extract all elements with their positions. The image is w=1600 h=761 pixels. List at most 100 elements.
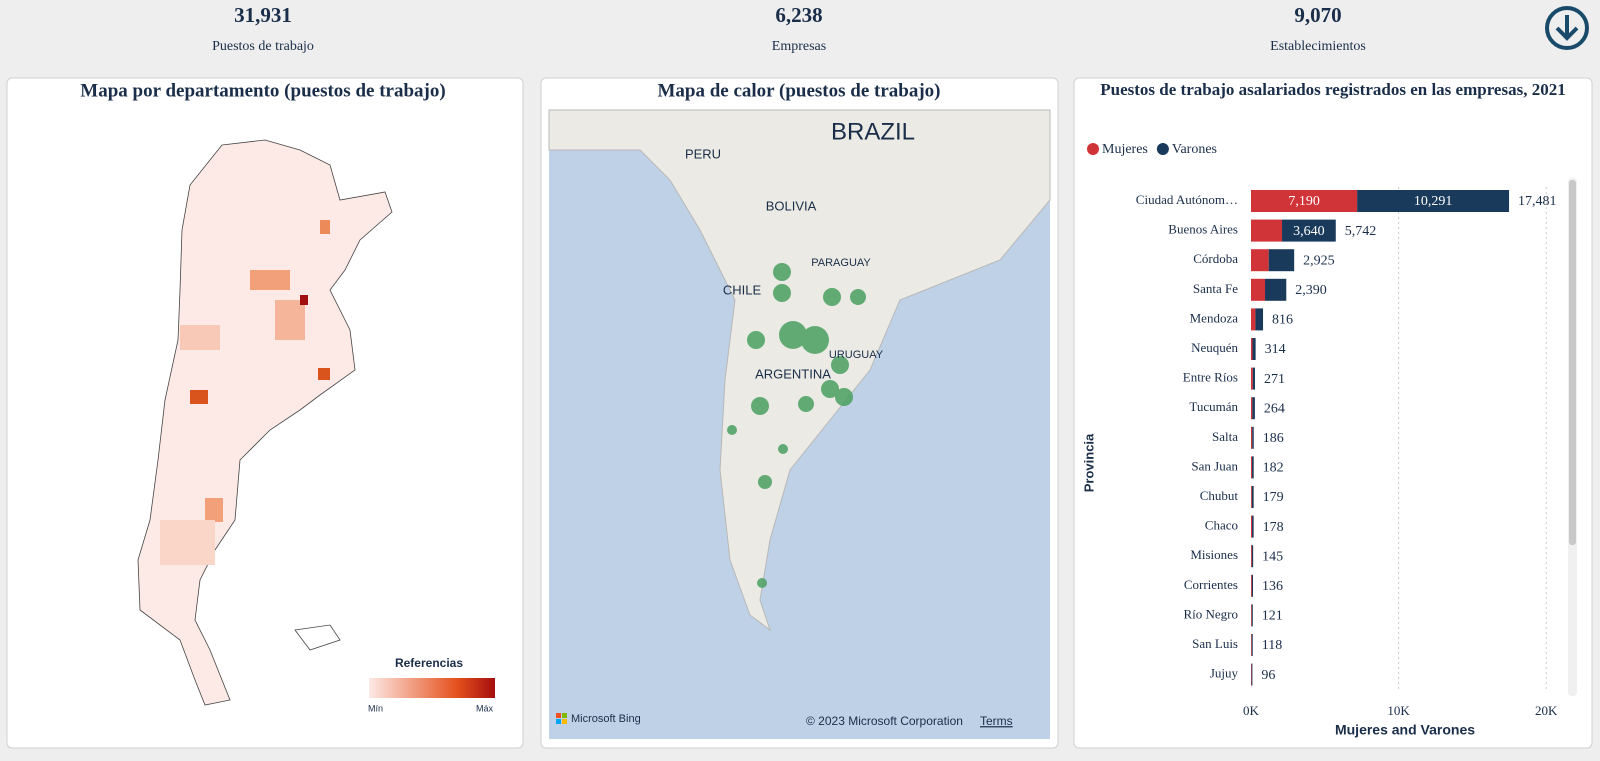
panel-title: Mapa de calor (puestos de trabajo)	[657, 80, 940, 101]
department-map	[137, 139, 393, 706]
bar-value-label: 3,640	[1293, 224, 1325, 239]
bar-segment	[1265, 278, 1287, 301]
y-tick-label: San Juan	[1191, 458, 1238, 473]
bar-segment	[1251, 574, 1252, 597]
bar-total-label: 314	[1265, 342, 1286, 357]
bar-segment	[1357, 190, 1510, 212]
bar-segment	[1282, 219, 1336, 242]
bar-total-label: 179	[1263, 490, 1284, 505]
heat-points	[727, 263, 866, 588]
y-tick-label: Tucumán	[1189, 399, 1238, 414]
bar-total-label: 182	[1263, 461, 1284, 476]
y-tick-label: Ciudad Autónom…	[1136, 192, 1238, 207]
bar-total-label: 145	[1262, 549, 1283, 564]
bar-segment	[1251, 397, 1253, 420]
legend-label: Varones	[1172, 142, 1217, 157]
bar-segment	[1268, 249, 1295, 272]
legend-swatch	[1087, 143, 1099, 155]
y-tick-label: Santa Fe	[1193, 281, 1238, 296]
legend-label: Mujeres	[1102, 142, 1148, 157]
bar-segment	[1251, 634, 1253, 656]
map-label: ARGENTINA	[755, 366, 831, 381]
scrollbar-thumb[interactable]	[1569, 180, 1576, 545]
map-brand: Microsoft Bing	[571, 713, 641, 725]
bar-total-label: 186	[1263, 431, 1284, 446]
bar-segment	[1251, 574, 1254, 597]
map-label: CHILE	[723, 282, 762, 297]
map-terms-link[interactable]: Terms	[980, 714, 1013, 728]
y-tick-label: Corrientes	[1184, 577, 1238, 592]
bar-segment	[1251, 663, 1252, 686]
bar-segment	[1251, 308, 1256, 331]
y-tick-label: Neuquén	[1191, 340, 1238, 355]
bar-segment	[1252, 426, 1254, 449]
bar-total-label: 121	[1262, 609, 1283, 624]
map-label: PARAGUAY	[811, 257, 871, 269]
legend-min: Mín	[368, 703, 383, 713]
bar-total-label: 136	[1262, 579, 1283, 594]
x-axis-title: Mujeres and Varones	[1335, 722, 1475, 738]
legend-gradient	[369, 678, 495, 698]
bar-segment	[1251, 545, 1254, 568]
map-label: URUGUAY	[829, 349, 884, 361]
bar-segment	[1251, 634, 1252, 656]
bar-total-label: 96	[1261, 668, 1275, 683]
panel	[1073, 77, 1593, 749]
bar-segment	[1251, 426, 1253, 449]
bar-segment	[1255, 308, 1264, 331]
bar-total-label: 2,925	[1303, 253, 1335, 268]
bar-segment	[1251, 278, 1266, 301]
bar-segment	[1251, 249, 1269, 272]
download-button[interactable]	[1545, 6, 1589, 50]
bar-segment	[1251, 486, 1252, 508]
bar-segment	[1252, 456, 1254, 479]
bar-total-label: 2,390	[1295, 283, 1327, 298]
bar-segment	[1252, 397, 1255, 420]
bar-value-label: 7,190	[1288, 194, 1320, 209]
panel-title: Mapa por departamento (puestos de trabaj…	[80, 80, 445, 101]
y-tick-label: Chaco	[1205, 518, 1238, 533]
bar-segment	[1252, 338, 1256, 360]
chart-title-line: Puestos de trabajo asalariados registrad…	[1100, 80, 1565, 99]
bar-segment	[1251, 367, 1253, 390]
bar-segment	[1251, 486, 1254, 508]
kpi-label: Empresas	[772, 39, 826, 54]
kpi-value: 31,931	[234, 3, 292, 27]
kpi-label: Puestos de trabajo	[212, 39, 314, 54]
legend-swatch	[1156, 143, 1169, 155]
map-label: BOLIVIA	[766, 198, 817, 213]
bar-segment	[1251, 663, 1253, 686]
bar-segment	[1252, 367, 1256, 390]
y-tick-label: Salta	[1212, 429, 1238, 444]
bar-total-label: 17,481	[1518, 194, 1557, 209]
bar-segment	[1252, 515, 1254, 538]
y-tick-label: Chubut	[1200, 488, 1239, 503]
y-tick-label: Río Negro	[1183, 606, 1238, 621]
map-land	[548, 109, 1051, 632]
bar-total-label: 816	[1272, 313, 1293, 328]
y-tick-label: Misiones	[1190, 547, 1238, 562]
bar-segment	[1251, 604, 1252, 627]
map-copyright: © 2023 Microsoft Corporation	[806, 714, 963, 728]
x-tick-label: 20K	[1535, 703, 1558, 718]
bar-segment	[1251, 545, 1252, 568]
legend-max: Máx	[476, 703, 494, 713]
y-tick-label: Córdoba	[1193, 251, 1238, 266]
y-tick-label: Entre Ríos	[1183, 370, 1238, 385]
y-tick-label: Buenos Aires	[1168, 222, 1238, 237]
kpi-label: Establecimientos	[1270, 39, 1366, 54]
y-axis-title: Provincia	[1081, 433, 1096, 492]
bar-segment	[1251, 456, 1253, 479]
bar-segment	[1251, 219, 1283, 242]
chart-title: Puestos de trabajo asalariados registrad…	[1100, 80, 1565, 99]
y-tick-label: Mendoza	[1190, 310, 1239, 325]
kpi-value: 9,070	[1294, 3, 1341, 27]
bar-total-label: 5,742	[1345, 224, 1377, 239]
y-tick-label: Jujuy	[1210, 666, 1239, 681]
bar-segment	[1251, 338, 1253, 360]
x-tick-label: 0K	[1243, 703, 1260, 718]
bar-total-label: 264	[1264, 401, 1285, 416]
map-label: BRAZIL	[831, 118, 915, 145]
map-label: PERU	[685, 146, 721, 161]
